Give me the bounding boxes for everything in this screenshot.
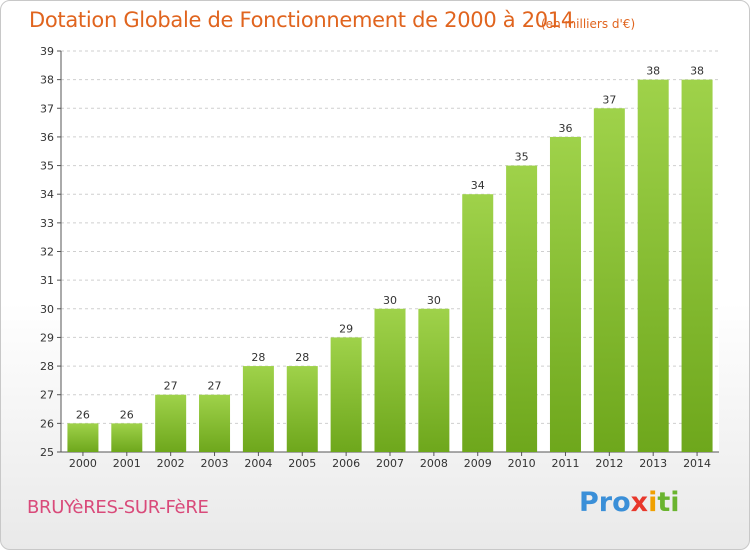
y-tick-label: 28: [40, 360, 54, 373]
y-tick-label: 27: [40, 389, 54, 402]
x-tick-label: 2002: [157, 457, 185, 470]
bar-value-label: 29: [339, 322, 353, 335]
x-tick-label: 2004: [244, 457, 272, 470]
y-tick-label: 26: [40, 417, 54, 430]
y-tick-label: 30: [40, 303, 54, 316]
bar: [111, 423, 143, 452]
bar-value-label: 38: [690, 65, 704, 78]
y-tick-label: 39: [40, 45, 54, 58]
bar: [506, 165, 538, 453]
x-tick-label: 2012: [595, 457, 623, 470]
bar-value-label: 28: [251, 351, 265, 364]
x-tick-label: 2006: [332, 457, 360, 470]
bar-value-label: 30: [383, 294, 397, 307]
y-tick-label: 33: [40, 217, 54, 230]
x-tick-label: 2003: [201, 457, 229, 470]
bar: [242, 366, 274, 452]
bar: [549, 136, 581, 452]
y-tick-label: 31: [40, 274, 54, 287]
x-tick-label: 2014: [683, 457, 711, 470]
bar: [330, 337, 362, 452]
bar: [681, 79, 713, 453]
y-tick-label: 37: [40, 102, 54, 115]
chart-unit: (en milliers d'€): [541, 17, 636, 31]
bar: [286, 366, 318, 452]
proxiti-logo[interactable]: Proxiti: [579, 487, 680, 518]
bar: [637, 79, 669, 453]
logo-part: x: [630, 487, 649, 518]
logo-part: Pro: [579, 487, 631, 518]
bar: [199, 394, 231, 452]
bar: [67, 423, 99, 452]
y-tick-label: 32: [40, 246, 54, 259]
bar-value-label: 36: [558, 122, 572, 135]
bar-value-label: 35: [515, 151, 529, 164]
bar-value-label: 30: [427, 294, 441, 307]
y-tick-label: 34: [40, 188, 54, 201]
chart-title: Dotation Globale de Fonctionnement de 20…: [29, 8, 574, 32]
bar-value-label: 28: [295, 351, 309, 364]
y-tick-label: 36: [40, 131, 54, 144]
bar: [155, 394, 187, 452]
y-tick-label: 29: [40, 331, 54, 344]
logo-part: ti: [657, 487, 680, 518]
y-tick-label: 38: [40, 74, 54, 87]
x-tick-label: 2009: [464, 457, 492, 470]
x-tick-label: 2013: [639, 457, 667, 470]
logo-part: i: [648, 487, 658, 518]
x-tick-label: 2001: [113, 457, 141, 470]
y-tick-label: 35: [40, 160, 54, 173]
bar-value-label: 26: [120, 408, 134, 421]
x-tick-label: 2008: [420, 457, 448, 470]
x-tick-label: 2005: [288, 457, 316, 470]
bar: [593, 108, 625, 453]
commune-name: BRUYèRES-SUR-FèRE: [27, 497, 209, 518]
bar-value-label: 37: [602, 93, 616, 106]
x-tick-label: 2011: [551, 457, 579, 470]
x-tick-label: 2000: [69, 457, 97, 470]
y-tick-label: 25: [40, 446, 54, 459]
x-tick-label: 2007: [376, 457, 404, 470]
x-tick-label: 2010: [508, 457, 536, 470]
bar-value-label: 34: [471, 179, 485, 192]
bar-value-label: 26: [76, 408, 90, 421]
bar: [374, 308, 406, 452]
bar-value-label: 27: [208, 380, 222, 393]
bar-value-label: 38: [646, 65, 660, 78]
bar-value-label: 27: [164, 380, 178, 393]
bar: [418, 308, 450, 452]
bar: [462, 194, 494, 452]
